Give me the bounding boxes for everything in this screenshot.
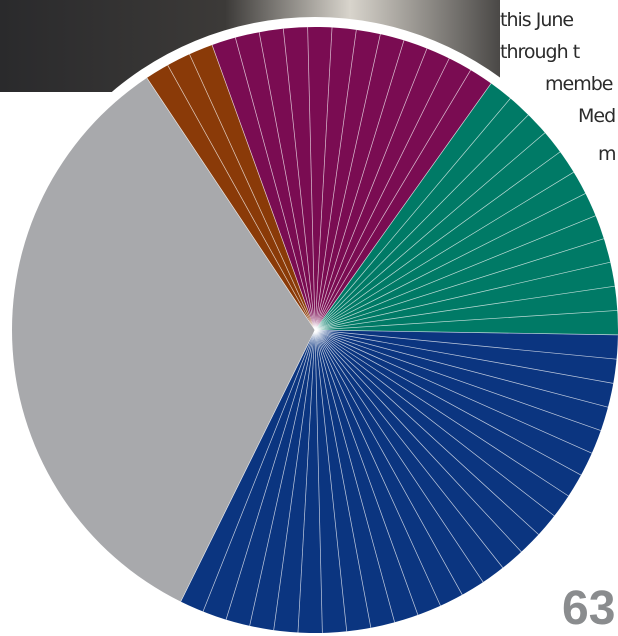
seat-divider bbox=[314, 329, 463, 595]
seat-divider bbox=[314, 98, 511, 331]
pie-slice bbox=[212, 27, 492, 331]
seat-divider bbox=[258, 32, 316, 331]
seat-divider bbox=[314, 329, 484, 583]
seat-divider bbox=[314, 329, 539, 535]
text-line: Med bbox=[578, 105, 615, 127]
seat-divider bbox=[314, 69, 471, 331]
seat-divider bbox=[314, 329, 419, 616]
seat-divider bbox=[314, 329, 601, 431]
text-line: membe bbox=[545, 73, 613, 95]
seat-divider bbox=[314, 151, 561, 331]
pie-slice bbox=[315, 83, 618, 335]
seat-divider bbox=[314, 193, 586, 331]
seat-divider bbox=[297, 329, 316, 633]
seat-divider bbox=[314, 238, 605, 331]
seat-divider bbox=[314, 48, 428, 331]
seat-divider bbox=[314, 310, 618, 331]
seat-divider bbox=[225, 329, 316, 620]
seat-divider bbox=[314, 40, 405, 331]
seat-divider bbox=[314, 329, 569, 497]
text-line: m bbox=[598, 143, 616, 165]
seat-divider bbox=[314, 329, 372, 628]
seat-divider bbox=[314, 261, 611, 331]
seat-divider bbox=[314, 329, 522, 553]
seat-divider bbox=[282, 28, 316, 331]
pie bbox=[12, 27, 618, 633]
seat-divider bbox=[314, 58, 450, 331]
seat-divider bbox=[314, 329, 617, 360]
pie-slice bbox=[12, 77, 316, 602]
text-line: this June bbox=[500, 9, 573, 31]
seat-divider bbox=[314, 34, 381, 331]
seat-divider bbox=[211, 44, 316, 331]
seat-divider bbox=[314, 29, 357, 331]
seat-divider bbox=[189, 54, 316, 331]
seat-divider bbox=[307, 27, 316, 331]
big-number: 63 bbox=[562, 582, 615, 635]
seat-divider bbox=[314, 27, 333, 331]
seat-divider bbox=[314, 114, 529, 331]
seat-divider bbox=[314, 329, 618, 336]
seat-divider bbox=[314, 329, 582, 476]
seat-divider bbox=[273, 329, 316, 631]
seat-divider bbox=[314, 329, 504, 568]
seat-divider bbox=[314, 329, 348, 632]
seat-divider bbox=[314, 329, 395, 623]
seat-divider bbox=[146, 77, 316, 331]
seat-divider bbox=[314, 329, 609, 408]
seat-divider bbox=[314, 329, 555, 517]
seat-divider bbox=[314, 83, 492, 331]
seat-divider bbox=[314, 329, 441, 606]
article-text: this June through t membe Med m 63 bbox=[500, 9, 617, 635]
seat-divider bbox=[314, 329, 614, 384]
pie-slice bbox=[146, 45, 315, 331]
seat-divider bbox=[314, 132, 546, 331]
seat-divider bbox=[314, 329, 592, 454]
seat-divider bbox=[314, 215, 596, 331]
text-line: through t bbox=[500, 41, 580, 63]
seat-divider bbox=[249, 329, 316, 626]
seat-divider bbox=[180, 329, 316, 602]
seat-divider bbox=[235, 37, 316, 331]
seat-divider bbox=[314, 285, 615, 331]
seat-divider bbox=[314, 329, 323, 633]
seat-divider bbox=[167, 65, 316, 331]
seat-divider bbox=[202, 329, 316, 612]
seat-divider bbox=[314, 171, 574, 331]
